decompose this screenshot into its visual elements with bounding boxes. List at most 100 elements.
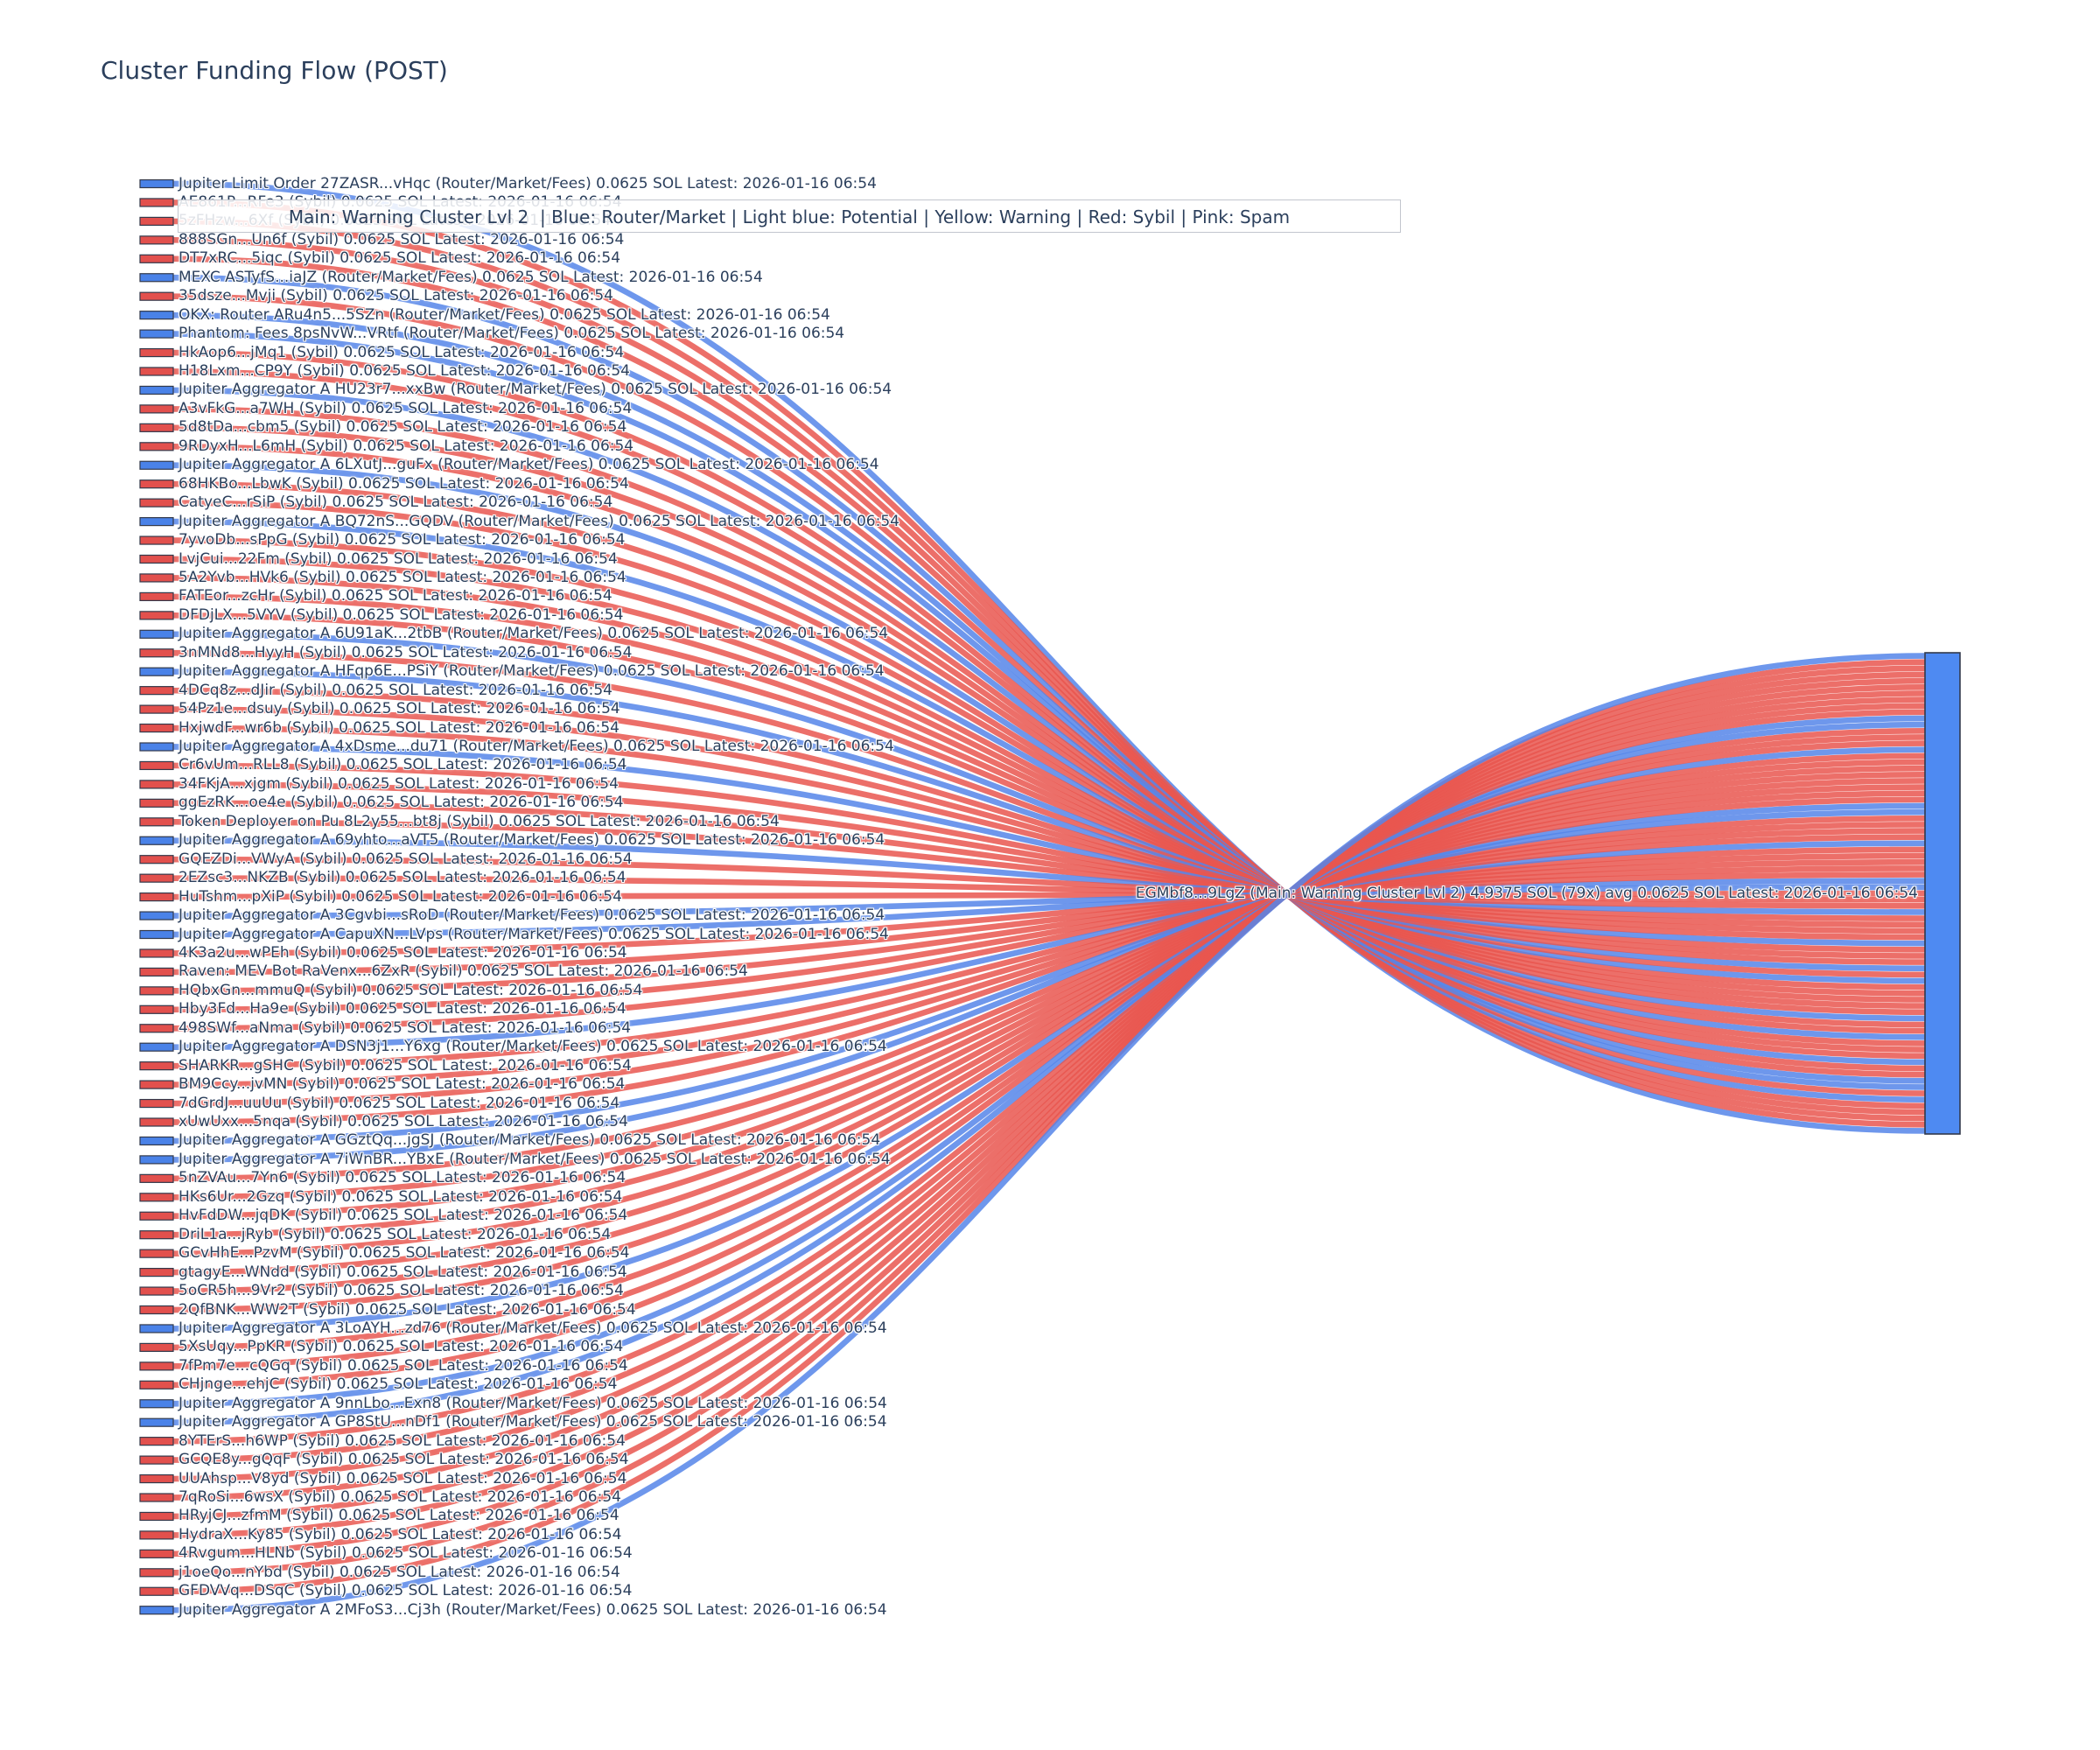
- source-node[interactable]: [139, 404, 174, 414]
- flow-link: [172, 387, 1926, 1066]
- flow-link: [172, 706, 1926, 959]
- flow-link: [172, 815, 1926, 1125]
- source-node[interactable]: [139, 1117, 174, 1127]
- source-node[interactable]: [139, 1305, 174, 1315]
- flow-link: [172, 696, 1926, 1482]
- source-node[interactable]: [139, 1606, 174, 1615]
- source-node[interactable]: [139, 573, 174, 583]
- source-node[interactable]: [139, 1586, 174, 1596]
- source-node[interactable]: [139, 1267, 174, 1278]
- source-node[interactable]: [139, 554, 174, 564]
- flow-link: [172, 771, 1926, 1256]
- flow-link: [172, 759, 1926, 1294]
- flow-link: [172, 834, 1926, 1069]
- source-node[interactable]: [139, 986, 174, 996]
- flow-link: [172, 875, 1926, 903]
- source-node[interactable]: [139, 1493, 174, 1502]
- source-node[interactable]: [139, 611, 174, 620]
- source-node[interactable]: [139, 235, 174, 245]
- source-node[interactable]: [139, 1455, 174, 1465]
- source-node[interactable]: [139, 442, 174, 452]
- flow-link: [172, 724, 1926, 953]
- source-node[interactable]: [139, 480, 174, 489]
- source-node[interactable]: [139, 1155, 174, 1165]
- source-node[interactable]: [139, 1530, 174, 1540]
- source-node[interactable]: [139, 1380, 174, 1390]
- source-node[interactable]: [139, 291, 174, 301]
- source-node[interactable]: [139, 460, 174, 470]
- source-node[interactable]: [139, 1024, 174, 1033]
- source-node[interactable]: [139, 592, 174, 602]
- flow-link: [172, 593, 1926, 997]
- source-node[interactable]: [139, 929, 174, 940]
- flow-link: [172, 256, 1926, 1110]
- flow-link: [172, 822, 1926, 1107]
- flow-link: [172, 872, 1926, 956]
- source-node[interactable]: [139, 1286, 174, 1296]
- source-node[interactable]: [139, 1042, 174, 1052]
- flow-link: [172, 727, 1926, 1389]
- flow-link: [172, 368, 1926, 1072]
- source-node[interactable]: [139, 629, 174, 639]
- source-node[interactable]: [139, 1399, 174, 1409]
- source-node[interactable]: [139, 198, 174, 207]
- source-node[interactable]: [139, 347, 174, 358]
- flow-link: [172, 790, 1926, 1200]
- source-node[interactable]: [139, 798, 174, 808]
- source-node[interactable]: [139, 1211, 174, 1221]
- source-node[interactable]: [139, 1511, 174, 1522]
- source-node[interactable]: [139, 1549, 174, 1558]
- source-node[interactable]: [139, 536, 174, 545]
- source-node[interactable]: [139, 742, 174, 752]
- source-node[interactable]: [139, 1249, 174, 1258]
- source-node[interactable]: [139, 760, 174, 771]
- source-node[interactable]: [139, 836, 174, 845]
- source-node[interactable]: [139, 385, 174, 396]
- source-node[interactable]: [139, 1136, 174, 1146]
- source-node[interactable]: [139, 723, 174, 733]
- source-node[interactable]: [139, 1080, 174, 1089]
- source-node[interactable]: [139, 686, 174, 696]
- source-node[interactable]: [139, 423, 174, 432]
- source-node[interactable]: [139, 367, 174, 376]
- source-node[interactable]: [139, 516, 174, 527]
- source-node[interactable]: [139, 648, 174, 658]
- flow-link: [172, 293, 1926, 1096]
- source-node[interactable]: [139, 667, 174, 676]
- flow-link: [172, 671, 1926, 1558]
- source-node[interactable]: [139, 1098, 174, 1109]
- source-node[interactable]: [139, 911, 174, 920]
- source-node[interactable]: [139, 1324, 174, 1334]
- source-node[interactable]: [139, 1173, 174, 1183]
- source-node[interactable]: [139, 873, 174, 883]
- source-node[interactable]: [139, 1061, 174, 1071]
- source-node[interactable]: [139, 967, 174, 977]
- source-node[interactable]: [139, 1193, 174, 1202]
- source-node[interactable]: [139, 254, 174, 263]
- source-node[interactable]: [139, 780, 174, 789]
- source-node[interactable]: [139, 948, 174, 958]
- source-node[interactable]: [139, 216, 174, 226]
- source-node[interactable]: [139, 329, 174, 339]
- source-node[interactable]: [139, 1004, 174, 1014]
- source-node[interactable]: [139, 817, 174, 827]
- flow-link: [172, 690, 1926, 1501]
- source-node[interactable]: [139, 1568, 174, 1578]
- source-node[interactable]: [139, 498, 174, 508]
- source-node[interactable]: [139, 1342, 174, 1353]
- source-node[interactable]: [139, 1362, 174, 1371]
- source-node[interactable]: [139, 892, 174, 902]
- flow-link: [172, 752, 1926, 1313]
- flow-link: [172, 237, 1926, 1116]
- source-node[interactable]: [139, 1230, 174, 1240]
- source-node[interactable]: [139, 273, 174, 283]
- source-node[interactable]: [139, 1418, 174, 1427]
- source-node[interactable]: [139, 1474, 174, 1484]
- source-node[interactable]: [139, 1437, 174, 1446]
- source-node[interactable]: [139, 855, 174, 864]
- source-node[interactable]: [139, 704, 174, 714]
- target-node[interactable]: [1924, 652, 1961, 1135]
- source-node[interactable]: [139, 311, 174, 320]
- flow-link: [172, 808, 1926, 1144]
- source-node[interactable]: [139, 178, 174, 189]
